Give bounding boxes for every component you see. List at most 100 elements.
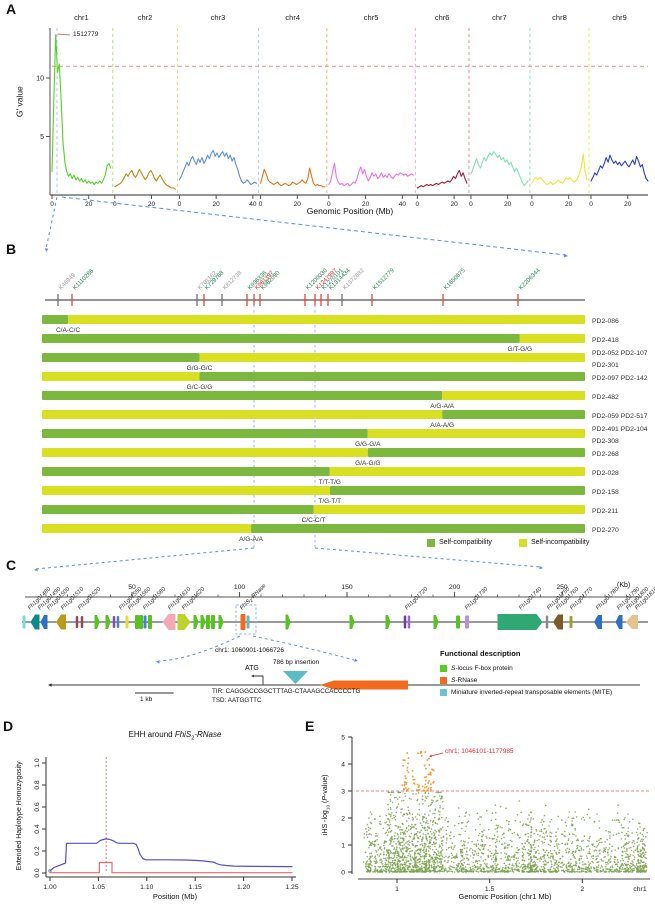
haplotype-bar-segment — [519, 334, 585, 343]
tsd-sequence: TSD: AATGGTTC — [212, 697, 262, 704]
gene-glyph — [135, 615, 139, 629]
genotype-label: C/C-C/T — [302, 517, 326, 524]
haplotype-bar-segment — [313, 505, 585, 514]
genotype-label: A/A-A/G — [430, 422, 454, 429]
panel-a-gprime-plot: 5 10 chr1 0 20 chr2 0 20 chr3 0 20 40 chr4 0 20 chr5 0 20… — [36, 13, 649, 258]
gene-glyph — [143, 615, 147, 629]
gene-glyph — [116, 616, 120, 628]
haplotype-bar-segment — [42, 391, 443, 400]
gene-glyph — [105, 615, 111, 629]
accession-label: PD2-052 PD2-107 — [592, 350, 648, 357]
chrom-label-chr4: chr4 — [285, 13, 300, 22]
gene-glyph — [433, 615, 439, 629]
gene-glyph — [148, 615, 152, 629]
accession-label: PD2-059 PD2-517 — [592, 413, 648, 420]
accession-label: PD2-028 — [592, 470, 619, 477]
ihs-x-tick: 1.5 — [485, 886, 495, 893]
accession-label: PD2-268 — [592, 451, 619, 458]
mite-label: Miniature inverted-repeat transposable e… — [451, 689, 613, 696]
genotype-label: A/G-A/A — [239, 536, 264, 543]
gprime-x-tick: 0 — [589, 201, 593, 208]
gprime-x-tick: 40 — [249, 201, 257, 208]
panel-c-label: C — [6, 557, 17, 573]
gprime-x-tick: 0 — [113, 201, 117, 208]
accession-label: PD2-418 — [592, 337, 619, 344]
ehh-x-tick: 1.05 — [92, 884, 105, 891]
ihs-region-annotation: chr1: 1046101-1177985 — [445, 748, 514, 755]
haplotype-bar-segment — [442, 391, 585, 400]
panel-d-label: D — [3, 718, 14, 734]
ihs-y-tick: 1 — [341, 842, 345, 849]
ruler-tick-label: 50 — [128, 584, 136, 591]
haplotype-bar-segment — [42, 410, 443, 419]
ihs-x-tick: 2 — [580, 886, 584, 893]
marker-label-K2206344: K2206344 — [518, 267, 542, 291]
haplotype-bar-segment — [42, 524, 252, 533]
haplotype-bar-segment — [42, 429, 368, 438]
self-incompatibility-swatch — [519, 539, 527, 547]
srnase-swatch — [440, 677, 447, 685]
genotype-label: G/C-G/G — [187, 384, 213, 391]
panel-b-label: B — [6, 241, 17, 257]
gene-glyph — [200, 615, 206, 629]
gene-glyph — [615, 615, 623, 629]
haplotype-bar-segment — [42, 334, 520, 343]
gene-glyph — [112, 616, 116, 628]
chrom-label-chr2: chr2 — [138, 13, 153, 22]
gprime-x-tick: 40 — [399, 201, 407, 208]
genotype-label: T/T-T/G — [319, 479, 341, 486]
gprime-x-tick: 20 — [213, 201, 221, 208]
gene-glyph — [94, 615, 100, 629]
gene-glyph — [40, 615, 48, 629]
haplotype-bar-segment — [367, 448, 585, 457]
mite-insertion-triangle — [283, 671, 308, 684]
self-compatibility-swatch — [427, 539, 435, 547]
ehh-y-tick: 0.2 — [34, 846, 41, 856]
panel-a-label: A — [6, 1, 17, 17]
haplotype-bar-segment — [42, 486, 330, 495]
genotype-label: C/A-C/C — [56, 327, 81, 334]
ehh-y-tick: 0.6 — [34, 802, 41, 812]
ihs-x-axis-label: Genomic Position (chr1 Mb) — [458, 892, 552, 901]
ruler-tick-label: 100 — [234, 584, 246, 591]
functional-legend-item-srnase: S-RNase — [440, 677, 477, 685]
marker-label-K1110286: K1110286 — [72, 268, 95, 291]
gene-glyph — [218, 615, 224, 629]
gprime-y-axis-label: G' value — [14, 86, 25, 118]
gene-glyph — [497, 614, 543, 630]
ihs-x-end-label: chr1 — [633, 886, 646, 893]
haplotype-bar-segment — [68, 315, 585, 324]
gprime-x-tick: 0 — [469, 201, 473, 208]
gprime-x-tick: 20 — [362, 201, 370, 208]
ehh-x-axis-label: Position (Mb) — [152, 892, 198, 901]
accession-label: PD2-097 PD2-142 — [592, 375, 648, 382]
chrom-label-chr7: chr7 — [492, 13, 507, 22]
ruler-unit-label: (Kb) — [617, 582, 631, 589]
gene-glyph — [206, 615, 210, 629]
compatibility-legend-item: Self-compatibility — [427, 539, 492, 547]
gene-glyph — [594, 615, 602, 629]
gene-glyph — [240, 614, 246, 630]
gprime-x-tick: 20 — [294, 201, 302, 208]
gene-glyph — [75, 616, 79, 628]
gprime-x-tick: 0 — [178, 201, 182, 208]
incompatibility-legend-item: Self-incompatibility — [519, 539, 589, 547]
ihs-y-tick: 5 — [341, 734, 345, 741]
chrom-label-chr6: chr6 — [435, 13, 450, 22]
haplotype-bar-segment — [42, 353, 200, 362]
functional-legend-title: Functional description — [440, 649, 521, 658]
chrom-label-chr9: chr9 — [612, 13, 627, 22]
gene-glyph — [569, 616, 573, 628]
gene-glyph — [56, 614, 66, 630]
genotype-label: G/G-G/A — [355, 441, 381, 448]
gprime-x-tick: 0 — [530, 201, 534, 208]
gprime-x-tick: 20 — [85, 201, 93, 208]
gene-glyph — [211, 615, 215, 629]
mite-swatch — [440, 689, 447, 697]
chrom-label-chr8: chr8 — [552, 13, 567, 22]
gene-glyph — [80, 616, 84, 628]
tir-sequence: TIR: CAGGGCCGGCTTTAG-CTAAAGCCACCCCTG — [212, 688, 361, 695]
genotype-label: G/T-G/G — [508, 346, 533, 353]
